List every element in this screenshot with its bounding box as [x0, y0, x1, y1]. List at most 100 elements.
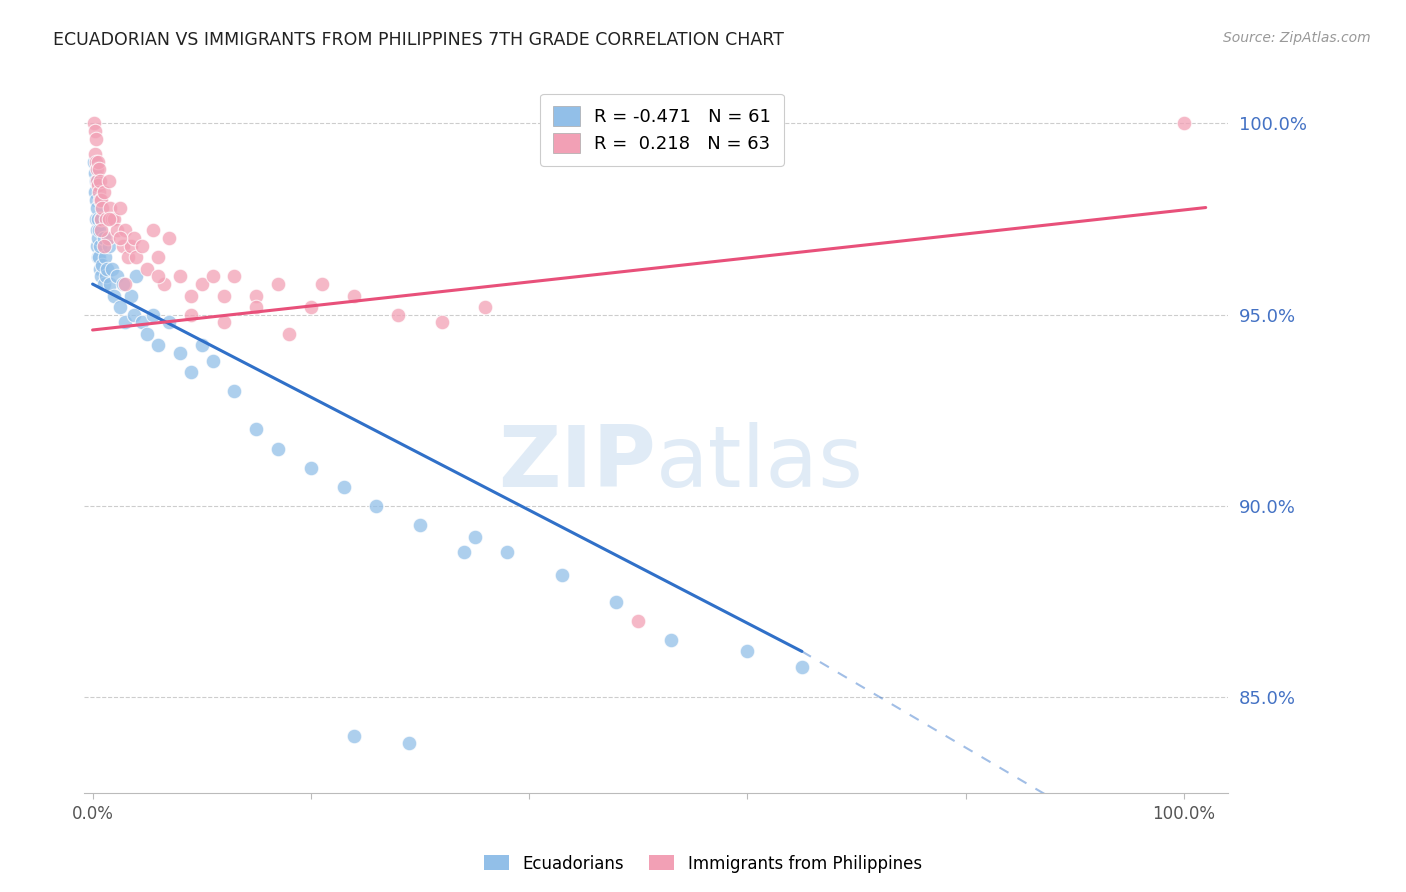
Point: [343, 729, 366, 743]
Point: [117, 250, 139, 264]
Point: [94, 212, 117, 227]
Point: [157, 315, 180, 329]
Text: ECUADORIAN VS IMMIGRANTS FROM PHILIPPINES 7TH GRADE CORRELATION CHART: ECUADORIAN VS IMMIGRANTS FROM PHILIPPINE…: [53, 31, 785, 49]
Point: [267, 442, 290, 456]
Point: [90, 193, 112, 207]
Point: [790, 659, 813, 673]
Point: [83, 147, 105, 161]
Point: [84, 212, 107, 227]
Point: [122, 231, 145, 245]
Point: [84, 154, 107, 169]
Point: [89, 223, 111, 237]
Point: [120, 288, 142, 302]
Point: [278, 326, 301, 341]
Point: [97, 174, 120, 188]
Point: [201, 269, 224, 284]
Point: [180, 308, 202, 322]
Point: [224, 269, 246, 284]
Point: [343, 288, 366, 302]
Point: [94, 269, 117, 284]
Point: [245, 300, 267, 314]
Point: [737, 644, 759, 658]
Point: [131, 239, 153, 253]
Point: [89, 193, 111, 207]
Legend: R = -0.471   N = 61, R =  0.218   N = 63: R = -0.471 N = 61, R = 0.218 N = 63: [540, 94, 785, 166]
Point: [332, 480, 354, 494]
Point: [136, 261, 159, 276]
Point: [146, 250, 169, 264]
Point: [142, 223, 165, 237]
Point: [84, 174, 107, 188]
Point: [311, 277, 333, 291]
Point: [131, 315, 153, 329]
Point: [245, 422, 267, 436]
Point: [97, 239, 120, 253]
Point: [103, 288, 125, 302]
Point: [157, 231, 180, 245]
Text: ZIP: ZIP: [498, 422, 655, 506]
Point: [146, 269, 169, 284]
Point: [605, 595, 627, 609]
Point: [299, 300, 322, 314]
Point: [409, 518, 432, 533]
Point: [87, 212, 110, 227]
Point: [659, 632, 682, 647]
Point: [90, 212, 112, 227]
Point: [83, 124, 105, 138]
Point: [114, 277, 136, 291]
Point: [93, 239, 115, 253]
Point: [245, 288, 267, 302]
Point: [84, 193, 107, 207]
Point: [366, 499, 388, 513]
Point: [398, 736, 420, 750]
Point: [103, 212, 125, 227]
Point: [97, 212, 120, 227]
Point: [212, 288, 235, 302]
Point: [89, 186, 111, 200]
Point: [201, 353, 224, 368]
Point: [86, 223, 108, 237]
Point: [125, 250, 148, 264]
Point: [91, 201, 114, 215]
Point: [93, 277, 115, 291]
Point: [96, 261, 118, 276]
Point: [169, 269, 191, 284]
Point: [97, 231, 120, 245]
Point: [108, 201, 131, 215]
Point: [142, 308, 165, 322]
Point: [474, 300, 496, 314]
Point: [627, 614, 650, 628]
Point: [101, 261, 124, 276]
Point: [89, 174, 111, 188]
Point: [89, 250, 111, 264]
Point: [84, 131, 107, 145]
Point: [86, 239, 108, 253]
Point: [83, 166, 105, 180]
Point: [105, 223, 128, 237]
Point: [299, 460, 322, 475]
Point: [430, 315, 453, 329]
Point: [89, 162, 111, 177]
Point: [105, 269, 128, 284]
Point: [136, 326, 159, 341]
Point: [224, 384, 246, 399]
Point: [120, 239, 142, 253]
Point: [93, 250, 115, 264]
Point: [89, 261, 111, 276]
Point: [114, 223, 136, 237]
Point: [108, 300, 131, 314]
Point: [86, 174, 108, 188]
Point: [122, 308, 145, 322]
Legend: Ecuadorians, Immigrants from Philippines: Ecuadorians, Immigrants from Philippines: [478, 848, 928, 880]
Text: atlas: atlas: [655, 422, 863, 506]
Point: [83, 154, 105, 169]
Point: [98, 277, 121, 291]
Point: [464, 530, 486, 544]
Point: [93, 231, 115, 245]
Point: [190, 277, 212, 291]
Point: [87, 154, 110, 169]
Point: [125, 269, 148, 284]
Point: [112, 239, 135, 253]
Point: [267, 277, 290, 291]
Point: [152, 277, 174, 291]
